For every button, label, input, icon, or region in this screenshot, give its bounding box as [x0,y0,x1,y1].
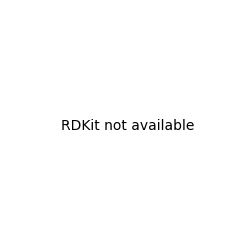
Text: RDKit not available: RDKit not available [62,119,195,133]
